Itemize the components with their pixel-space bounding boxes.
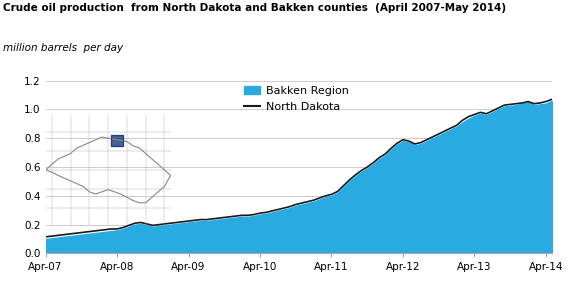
Text: million barrels  per day: million barrels per day (3, 43, 123, 53)
Text: Crude oil production  from North Dakota and Bakken counties  (April 2007-May 201: Crude oil production from North Dakota a… (3, 3, 506, 13)
Polygon shape (110, 135, 123, 146)
Legend: Bakken Region, North Dakota: Bakken Region, North Dakota (244, 86, 349, 112)
